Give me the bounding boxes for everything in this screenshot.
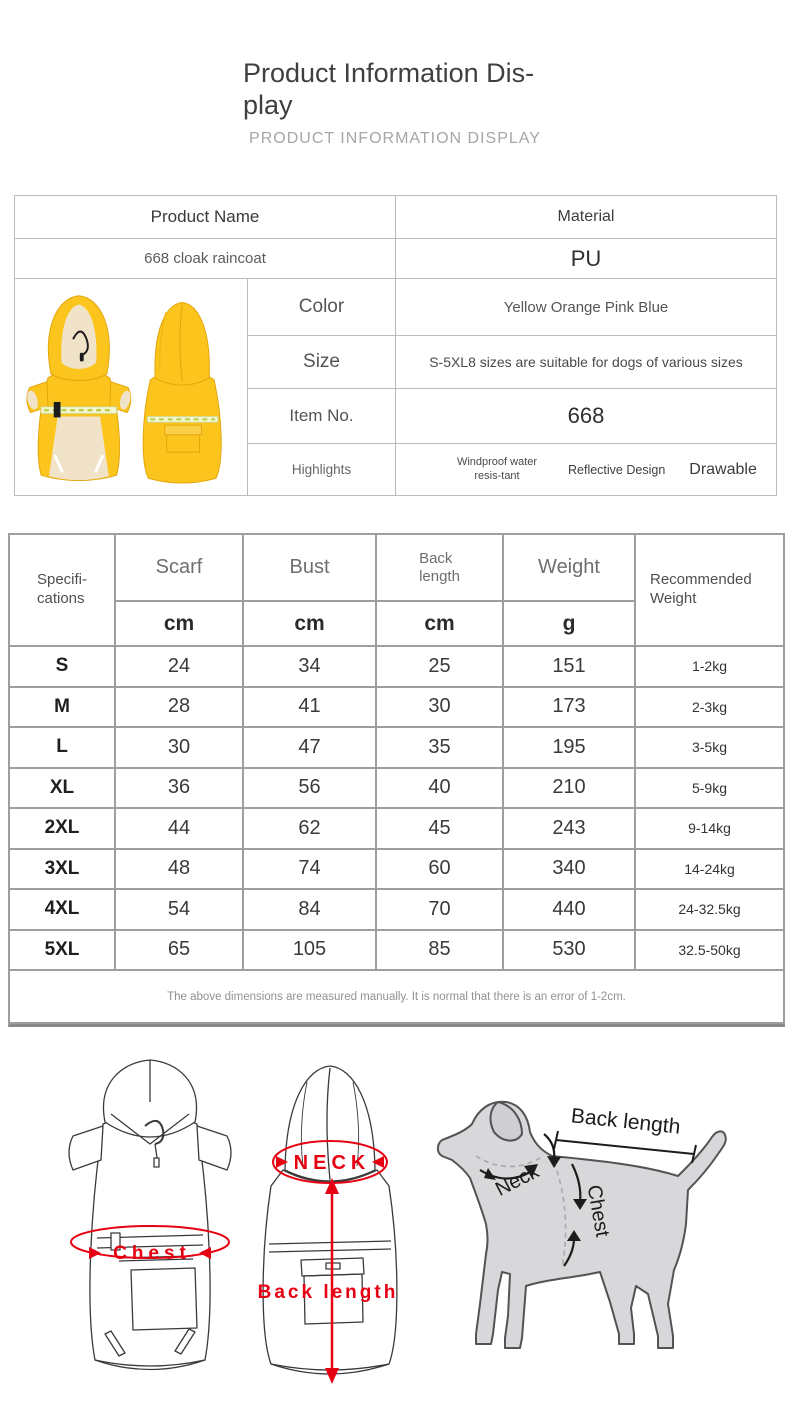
unit-weight: g xyxy=(504,602,636,647)
highlight-windproof: Windproof water resis-tant xyxy=(456,455,538,482)
cell-scarf: 30 xyxy=(116,728,244,769)
item-no-value: 668 xyxy=(396,389,777,444)
highlights-label: Highlights xyxy=(248,444,396,496)
item-no-label: Item No. xyxy=(248,389,396,444)
cell-recommended: 1-2kg xyxy=(636,647,785,688)
cell-back: 25 xyxy=(377,647,504,688)
unit-back: cm xyxy=(377,602,504,647)
cell-scarf: 54 xyxy=(116,890,244,931)
cell-weight: 530 xyxy=(504,930,636,971)
cell-back: 40 xyxy=(377,768,504,809)
product-name-header: Product Name xyxy=(15,196,396,239)
cell-weight: 440 xyxy=(504,890,636,931)
col-header-scarf: Scarf xyxy=(116,535,244,602)
cell-recommended: 14-24kg xyxy=(636,849,785,890)
garment-neck-label: NECK xyxy=(294,1152,371,1174)
dog-silhouette xyxy=(436,1100,727,1349)
cell-bust: 56 xyxy=(244,768,377,809)
cell-bust: 47 xyxy=(244,728,377,769)
product-photo-cell xyxy=(15,279,248,496)
cell-bust: 74 xyxy=(244,849,377,890)
size-chart-table: Specifi- cations Scarf Bust Back length … xyxy=(8,533,785,1027)
spec-header-line2: cations xyxy=(36,590,85,607)
product-name-value: 668 cloak raincoat xyxy=(15,239,396,279)
spec-header-cell: Specifi- cations xyxy=(10,535,116,647)
cell-recommended: 2-3kg xyxy=(636,687,785,728)
size-row-label: 4XL xyxy=(10,890,116,931)
cell-back: 60 xyxy=(377,849,504,890)
unit-bust: cm xyxy=(244,602,377,647)
cell-bust: 105 xyxy=(244,930,377,971)
col-header-weight: Weight xyxy=(504,535,636,602)
cell-weight: 340 xyxy=(504,849,636,890)
cell-recommended: 3-5kg xyxy=(636,728,785,769)
page-title-line1: Product Information Dis- xyxy=(243,58,535,88)
cell-recommended: 9-14kg xyxy=(636,809,785,850)
cell-scarf: 28 xyxy=(116,687,244,728)
cell-weight: 195 xyxy=(504,728,636,769)
page-title-line2: play xyxy=(243,90,293,121)
garment-chest-label: Chest xyxy=(113,1243,191,1264)
size-row-label: S xyxy=(10,647,116,688)
size-row-label: L xyxy=(10,728,116,769)
page-subtitle: PRODUCT INFORMATION DISPLAY xyxy=(249,130,541,147)
cell-recommended: 24-32.5kg xyxy=(636,890,785,931)
col-header-back-length: Back length xyxy=(377,535,504,602)
dog-measure-svg: Back length Neck Chest xyxy=(436,1100,727,1349)
size-row-label: XL xyxy=(10,768,116,809)
dog-measure-diagram: Back length Neck Chest xyxy=(420,1072,790,1407)
size-row-label: 2XL xyxy=(10,809,116,850)
spec-header-line1: Specifi- xyxy=(36,571,88,589)
cell-bust: 41 xyxy=(244,687,377,728)
raincoat-product-photo xyxy=(26,295,222,484)
col-header-bust: Bust xyxy=(244,535,377,602)
cell-scarf: 36 xyxy=(116,768,244,809)
cell-weight: 210 xyxy=(504,768,636,809)
highlight-reflective: Reflective Design xyxy=(568,462,666,477)
col-header-recommended: Recommended Weight xyxy=(636,535,785,647)
size-value: S-5XL8 sizes are suitable for dogs of va… xyxy=(396,336,777,389)
raincoat-back-photo xyxy=(142,302,222,484)
cell-back: 85 xyxy=(377,930,504,971)
cell-back: 35 xyxy=(377,728,504,769)
cell-weight: 243 xyxy=(504,809,636,850)
cell-scarf: 44 xyxy=(116,809,244,850)
cell-scarf: 48 xyxy=(116,849,244,890)
cell-back: 30 xyxy=(377,687,504,728)
cell-bust: 84 xyxy=(244,890,377,931)
cell-bust: 34 xyxy=(244,647,377,688)
size-row-label: 5XL xyxy=(10,930,116,971)
cell-back: 70 xyxy=(377,890,504,931)
cell-bust: 62 xyxy=(244,809,377,850)
garment-measure-svg: Chest NECK Back length xyxy=(68,1059,399,1384)
cell-scarf: 65 xyxy=(116,930,244,971)
material-value: PU xyxy=(396,239,777,279)
cell-recommended: 5-9kg xyxy=(636,768,785,809)
garment-measure-diagram: Chest NECK Back length xyxy=(45,1052,425,1407)
size-label: Size xyxy=(248,336,396,389)
measurement-note: The above dimensions are measured manual… xyxy=(10,971,785,1024)
material-header: Material xyxy=(396,196,777,239)
highlight-drawable: Drawable xyxy=(689,460,757,478)
page-title: Product Information Dis- play xyxy=(243,57,543,122)
cell-weight: 173 xyxy=(504,687,636,728)
size-row-label: 3XL xyxy=(10,849,116,890)
size-row-label: M xyxy=(10,687,116,728)
cell-back: 45 xyxy=(377,809,504,850)
garment-back-length-label: Back length xyxy=(258,1282,399,1303)
dog-ear xyxy=(489,1101,523,1142)
cell-recommended: 32.5-50kg xyxy=(636,930,785,971)
color-value: Yellow Orange Pink Blue xyxy=(396,279,777,336)
cell-weight: 151 xyxy=(504,647,636,688)
raincoat-front-photo xyxy=(26,295,132,482)
cell-scarf: 24 xyxy=(116,647,244,688)
dog-back-length-label: Back length xyxy=(570,1104,682,1138)
product-info-table: Product Name Material 668 cloak raincoat… xyxy=(14,195,777,496)
unit-scarf: cm xyxy=(116,602,244,647)
highlights-value: Windproof water resis-tant Reflective De… xyxy=(396,444,777,496)
color-label: Color xyxy=(248,279,396,336)
